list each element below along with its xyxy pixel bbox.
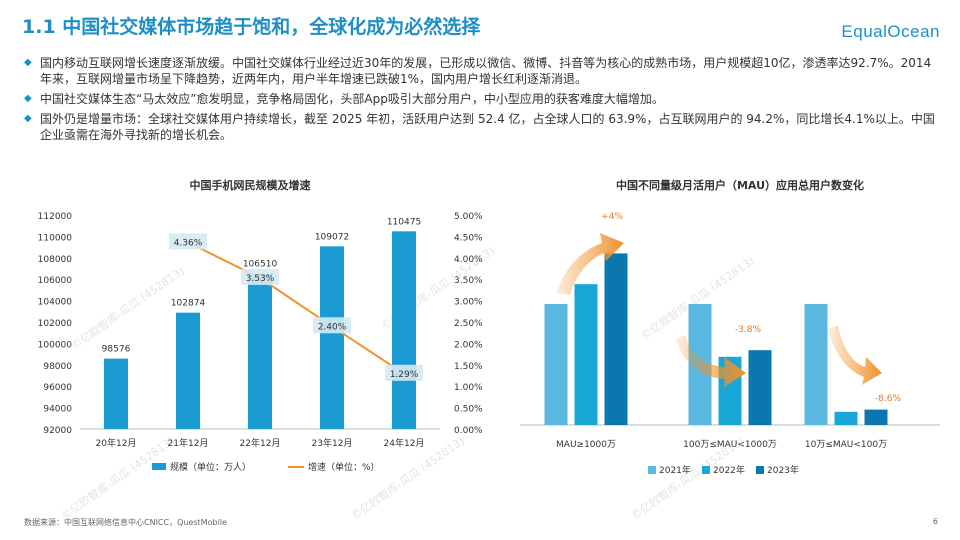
increase-arrow bbox=[556, 233, 624, 295]
brand-logo: EqualOcean bbox=[841, 22, 940, 41]
bullet-item: ◆ 国内移动互联网增长速度逐渐放缓。中国社交媒体行业经过近30年的发展，已形成以… bbox=[24, 55, 940, 87]
bar-mau bbox=[604, 253, 628, 425]
bar-scale bbox=[320, 246, 344, 429]
bar-mau bbox=[748, 350, 772, 425]
bar-value-label: 102874 bbox=[171, 299, 206, 309]
bullet-item: ◆ 中国社交媒体生态“马太效应”愈发明显，竞争格局固化，头部App吸引大部分用户… bbox=[24, 91, 940, 107]
left-chart-title: 中国手机网民规模及增速 bbox=[189, 179, 311, 192]
diamond-icon: ◆ bbox=[24, 57, 32, 68]
y-tick-right: 0.50% bbox=[454, 405, 483, 415]
bar-scale bbox=[248, 273, 272, 429]
decrease-arrow bbox=[676, 335, 746, 387]
growth-label: 3.53% bbox=[246, 274, 275, 284]
growth-label: 2.40% bbox=[318, 322, 347, 332]
change-annotation: -8.6% bbox=[875, 394, 902, 404]
bar-mau bbox=[864, 409, 888, 425]
bar-scale bbox=[104, 358, 128, 429]
change-annotation: -3.8% bbox=[735, 325, 762, 335]
bar-value-label: 106510 bbox=[243, 260, 278, 270]
y-tick-left: 94000 bbox=[43, 405, 72, 415]
bar-value-label: 110475 bbox=[387, 217, 421, 227]
y-tick-right: 1.00% bbox=[454, 383, 483, 393]
legend-label-growth: 增速（单位：%） bbox=[308, 461, 380, 473]
legend-label: 2021年 bbox=[659, 464, 691, 476]
y-tick-right: 0.00% bbox=[454, 426, 483, 436]
y-tick-left: 102000 bbox=[38, 319, 73, 329]
x-tick-label: 10万≤MAU<100万 bbox=[805, 440, 887, 450]
growth-label-box bbox=[241, 268, 279, 285]
y-tick-right: 3.00% bbox=[454, 298, 483, 308]
legend-swatch bbox=[756, 466, 764, 474]
data-source: 数据来源：中国互联网络信息中心CNICC，QuestMobile bbox=[24, 518, 227, 527]
growth-line bbox=[187, 241, 405, 375]
bar-value-label: 109072 bbox=[315, 232, 349, 242]
legend-label: 2022年 bbox=[713, 464, 745, 476]
x-tick-label: MAU≥1000万 bbox=[556, 440, 616, 450]
growth-label: 4.36% bbox=[174, 238, 203, 248]
y-tick-left: 108000 bbox=[38, 255, 73, 265]
legend-label: 2023年 bbox=[767, 464, 799, 476]
y-tick-right: 4.00% bbox=[454, 255, 483, 265]
y-tick-left: 110000 bbox=[38, 233, 73, 243]
page-title: 1.1 中国社交媒体市场趋于饱和，全球化成为必然选择 bbox=[22, 16, 481, 38]
x-tick-label: 22年12月 bbox=[240, 437, 281, 449]
bullet-item: ◆ 国外仍是增量市场：全球社交媒体用户持续增长，截至 2025 年初，活跃用户达… bbox=[24, 111, 940, 143]
growth-label-box bbox=[313, 317, 351, 334]
y-tick-right: 4.50% bbox=[454, 233, 483, 243]
y-tick-right: 2.50% bbox=[454, 319, 483, 329]
legend-label-scale: 规模（单位：万人） bbox=[170, 461, 251, 473]
y-tick-left: 92000 bbox=[43, 426, 72, 436]
x-tick-label: 20年12月 bbox=[96, 437, 137, 449]
y-tick-left: 112000 bbox=[38, 212, 73, 222]
diamond-icon: ◆ bbox=[24, 113, 32, 124]
bar-mau bbox=[834, 411, 858, 425]
bar-value-label: 98576 bbox=[102, 345, 131, 355]
change-annotation: +4% bbox=[601, 212, 623, 222]
bar-mau bbox=[574, 284, 598, 425]
bar-scale bbox=[392, 231, 416, 429]
y-tick-left: 106000 bbox=[38, 276, 73, 286]
x-tick-label: 21年12月 bbox=[168, 437, 209, 449]
growth-label-box bbox=[385, 364, 423, 381]
legend-swatch bbox=[648, 466, 656, 474]
right-chart-title: 中国不同量级月活用户（MAU）应用总用户数变化 bbox=[615, 179, 865, 192]
x-tick-label: 100万≤MAU<1000万 bbox=[683, 440, 777, 450]
bullet-text: 国外仍是增量市场：全球社交媒体用户持续增长，截至 2025 年初，活跃用户达到 … bbox=[40, 112, 935, 142]
y-tick-left: 96000 bbox=[43, 383, 72, 393]
y-tick-right: 5.00% bbox=[454, 212, 483, 222]
y-tick-left: 104000 bbox=[38, 298, 73, 308]
mobile-users-chart: 112000 110000 108000 106000 104000 102000 1000… bbox=[38, 212, 483, 473]
bar-mau bbox=[804, 304, 828, 425]
bullet-list: ◆ 国内移动互联网增长速度逐渐放缓。中国社交媒体行业经过近30年的发展，已形成以… bbox=[24, 55, 940, 147]
growth-label: 1.29% bbox=[390, 370, 419, 380]
x-tick-label: 23年12月 bbox=[312, 437, 353, 449]
y-tick-left: 98000 bbox=[43, 362, 72, 372]
bullet-text: 中国社交媒体生态“马太效应”愈发明显，竞争格局固化，头部App吸引大部分用户，中… bbox=[40, 92, 664, 106]
bar-scale bbox=[176, 312, 200, 429]
bullet-text: 国内移动互联网增长速度逐渐放缓。中国社交媒体行业经过近30年的发展，已形成以微信… bbox=[40, 56, 932, 86]
diamond-icon: ◆ bbox=[24, 93, 32, 104]
page-number: 6 bbox=[932, 517, 938, 526]
y-tick-right: 2.00% bbox=[454, 340, 483, 350]
decrease-arrow bbox=[828, 325, 882, 385]
y-tick-right: 1.50% bbox=[454, 362, 483, 372]
bar-mau bbox=[544, 304, 568, 425]
legend-swatch bbox=[702, 466, 710, 474]
legend-swatch-scale bbox=[152, 463, 166, 470]
y-tick-left: 100000 bbox=[38, 340, 73, 350]
y-tick-right: 3.50% bbox=[454, 276, 483, 286]
x-tick-label: 24年12月 bbox=[384, 437, 425, 449]
mau-users-chart: MAU≥1000万 100万≤MAU<1000万 10万≤MAU<100万 +4% -3… bbox=[520, 212, 940, 476]
growth-label-box bbox=[169, 233, 207, 250]
